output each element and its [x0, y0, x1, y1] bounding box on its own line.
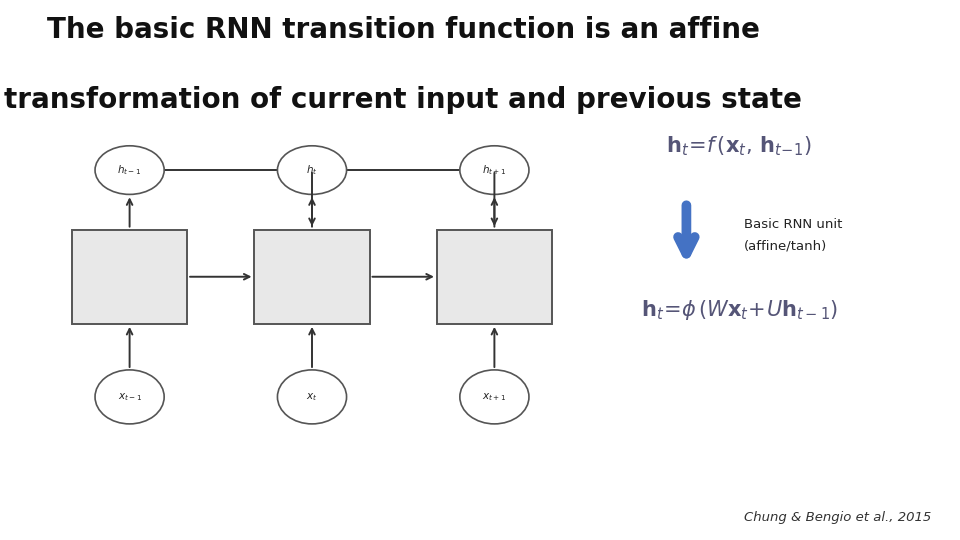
FancyBboxPatch shape: [72, 230, 187, 324]
FancyBboxPatch shape: [437, 230, 552, 324]
Text: $x_{t-1}$: $x_{t-1}$: [117, 391, 142, 403]
Ellipse shape: [460, 370, 529, 424]
Ellipse shape: [95, 370, 164, 424]
Text: Basic RNN unit: Basic RNN unit: [744, 218, 842, 231]
Ellipse shape: [95, 146, 164, 194]
Text: $h_{t+1}$: $h_{t+1}$: [482, 163, 507, 177]
Ellipse shape: [277, 146, 347, 194]
FancyBboxPatch shape: [254, 230, 370, 324]
Text: The basic RNN transition function is an affine: The basic RNN transition function is an …: [47, 16, 759, 44]
Text: $h_t$: $h_t$: [306, 163, 318, 177]
Text: transformation of current input and previous state: transformation of current input and prev…: [4, 86, 803, 114]
Ellipse shape: [277, 370, 347, 424]
Text: Chung & Bengio et al., 2015: Chung & Bengio et al., 2015: [744, 511, 931, 524]
Text: $\mathbf{h}_t\!=\!f\,(\mathbf{x}_t,\,\mathbf{h}_{t\!-\!1})$: $\mathbf{h}_t\!=\!f\,(\mathbf{x}_t,\,\ma…: [666, 134, 812, 158]
Text: (affine/tanh): (affine/tanh): [744, 239, 828, 252]
Text: $\mathbf{h}_t\!=\!\phi\,(W\mathbf{x}_t\!+\!U\mathbf{h}_{t-1})$: $\mathbf{h}_t\!=\!\phi\,(W\mathbf{x}_t\!…: [640, 299, 838, 322]
Ellipse shape: [460, 146, 529, 194]
Text: $x_{t+1}$: $x_{t+1}$: [482, 391, 507, 403]
Text: $x_t$: $x_t$: [306, 391, 318, 403]
Text: $h_{t-1}$: $h_{t-1}$: [117, 163, 142, 177]
